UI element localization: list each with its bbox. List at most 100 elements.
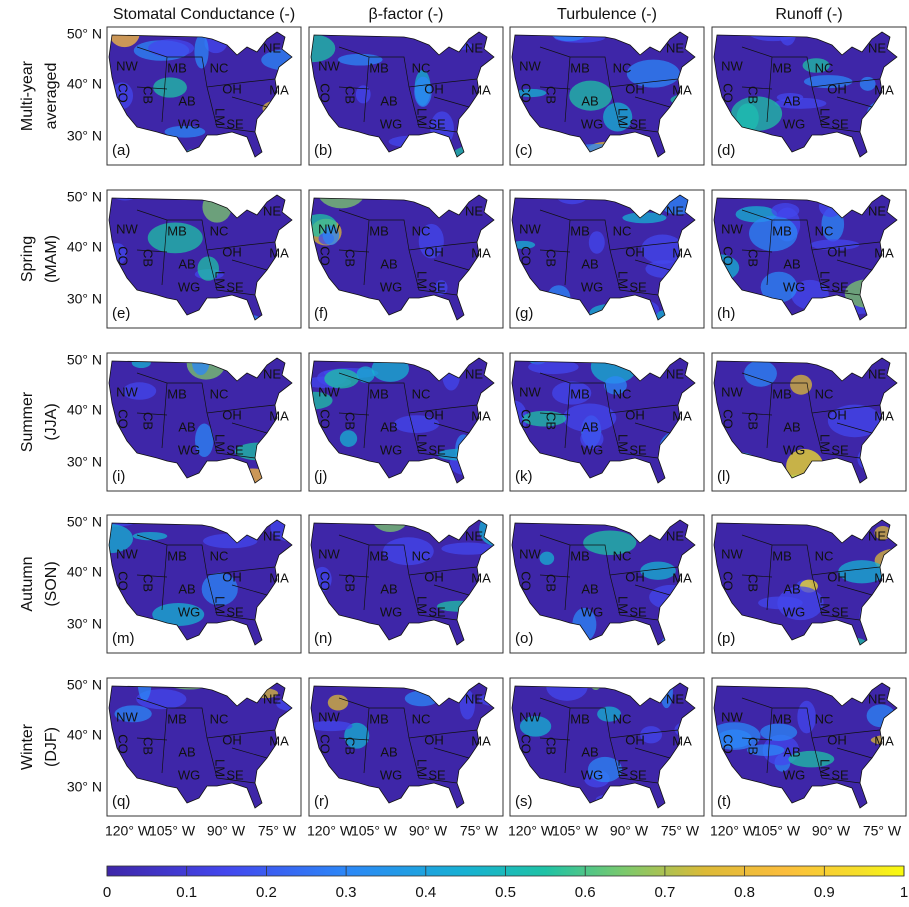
map-texture bbox=[383, 537, 434, 566]
region-label: NC bbox=[412, 386, 431, 401]
region-label: WG bbox=[178, 604, 200, 619]
region-label: LM bbox=[213, 271, 228, 289]
region-label: NE bbox=[465, 203, 483, 218]
region-label: MA bbox=[269, 570, 289, 585]
map-texture bbox=[356, 366, 375, 383]
region-label: NC bbox=[613, 548, 632, 563]
region-label: NC bbox=[815, 386, 834, 401]
map-texture bbox=[152, 603, 205, 627]
region-label: MA bbox=[672, 733, 692, 748]
region-label: NE bbox=[666, 40, 684, 55]
region-label: LM bbox=[415, 759, 430, 777]
region-label: WG bbox=[581, 279, 603, 294]
region-label: MA bbox=[672, 245, 692, 260]
region-label: MA bbox=[471, 245, 491, 260]
region-label: NC bbox=[210, 60, 229, 75]
map-texture bbox=[771, 203, 800, 219]
region-label: NW bbox=[318, 221, 340, 236]
map-texture bbox=[731, 96, 783, 131]
lat-tick-label: 30° N bbox=[67, 128, 102, 144]
basin-lines bbox=[741, 46, 881, 133]
region-label: NE bbox=[465, 366, 483, 381]
region-label: MA bbox=[471, 733, 491, 748]
region-label: OH bbox=[625, 569, 645, 584]
region-label: NW bbox=[116, 709, 138, 724]
basin-lines bbox=[136, 46, 276, 133]
map-texture bbox=[827, 404, 882, 438]
region-label: CB bbox=[544, 86, 559, 104]
column-title: Turbulence (-) bbox=[557, 6, 657, 23]
region-label: NW bbox=[519, 546, 541, 561]
region-label: MB bbox=[167, 223, 187, 238]
region-label: NE bbox=[263, 203, 281, 218]
region-label: CO bbox=[116, 83, 131, 103]
colorbar-tick-label: 0.2 bbox=[256, 884, 277, 901]
colorbar-tick-label: 0.3 bbox=[336, 884, 357, 901]
region-label: AB bbox=[380, 256, 397, 271]
region-label: NE bbox=[465, 40, 483, 55]
region-label: OH bbox=[424, 407, 444, 422]
map-texture bbox=[194, 34, 209, 69]
region-label: SE bbox=[629, 604, 647, 619]
region-label: MA bbox=[269, 733, 289, 748]
region-label: OH bbox=[222, 244, 242, 259]
row-label: averaged bbox=[43, 63, 60, 130]
region-label: MB bbox=[167, 386, 187, 401]
map-texture bbox=[441, 542, 494, 555]
basin-lines bbox=[539, 46, 679, 133]
region-label: CO bbox=[721, 246, 736, 266]
basin-lines bbox=[338, 534, 478, 621]
region-label: MB bbox=[369, 711, 389, 726]
region-label: LM bbox=[818, 108, 833, 126]
region-label: CB bbox=[746, 86, 761, 104]
region-label: WG bbox=[783, 116, 805, 131]
region-label: CB bbox=[746, 249, 761, 267]
map-texture bbox=[810, 239, 860, 251]
region-label: NW bbox=[721, 546, 743, 561]
region-label: SE bbox=[428, 442, 446, 457]
region-label: SE bbox=[428, 279, 446, 294]
region-label: CB bbox=[141, 737, 156, 755]
column-title: β-factor (-) bbox=[369, 6, 444, 23]
region-label: OH bbox=[424, 244, 444, 259]
row-label: (JJA) bbox=[43, 403, 60, 440]
map-texture bbox=[797, 700, 816, 734]
region-label: NW bbox=[116, 221, 138, 236]
region-label: LM bbox=[616, 596, 631, 614]
map-texture bbox=[597, 706, 622, 722]
map-texture bbox=[774, 97, 827, 109]
colorbar-tick-label: 0.5 bbox=[495, 884, 516, 901]
region-label: NE bbox=[465, 691, 483, 706]
basin-lines bbox=[539, 372, 679, 459]
region-label: SE bbox=[831, 767, 849, 782]
region-label: MA bbox=[471, 82, 491, 97]
region-label: NE bbox=[263, 528, 281, 543]
panel-label: (c) bbox=[515, 142, 533, 159]
region-label: MB bbox=[369, 386, 389, 401]
region-label: NW bbox=[721, 221, 743, 236]
lat-tick-label: 50° N bbox=[67, 677, 102, 693]
lon-tick-label: 105° W bbox=[754, 823, 801, 839]
map-texture bbox=[311, 720, 353, 732]
region-label: LM bbox=[415, 596, 430, 614]
region-label: SE bbox=[428, 767, 446, 782]
region-label: NE bbox=[263, 40, 281, 55]
region-label: CB bbox=[544, 574, 559, 592]
row-label: Winter bbox=[19, 723, 36, 770]
region-label: MA bbox=[672, 82, 692, 97]
region-label: OH bbox=[827, 81, 847, 96]
lat-tick-label: 30° N bbox=[67, 454, 102, 470]
basin-lines bbox=[539, 209, 679, 296]
panel-label: (g) bbox=[515, 305, 533, 322]
region-label: NC bbox=[412, 548, 431, 563]
region-label: AB bbox=[178, 419, 195, 434]
region-label: NE bbox=[666, 528, 684, 543]
region-label: OH bbox=[222, 81, 242, 96]
map-texture bbox=[746, 744, 785, 756]
